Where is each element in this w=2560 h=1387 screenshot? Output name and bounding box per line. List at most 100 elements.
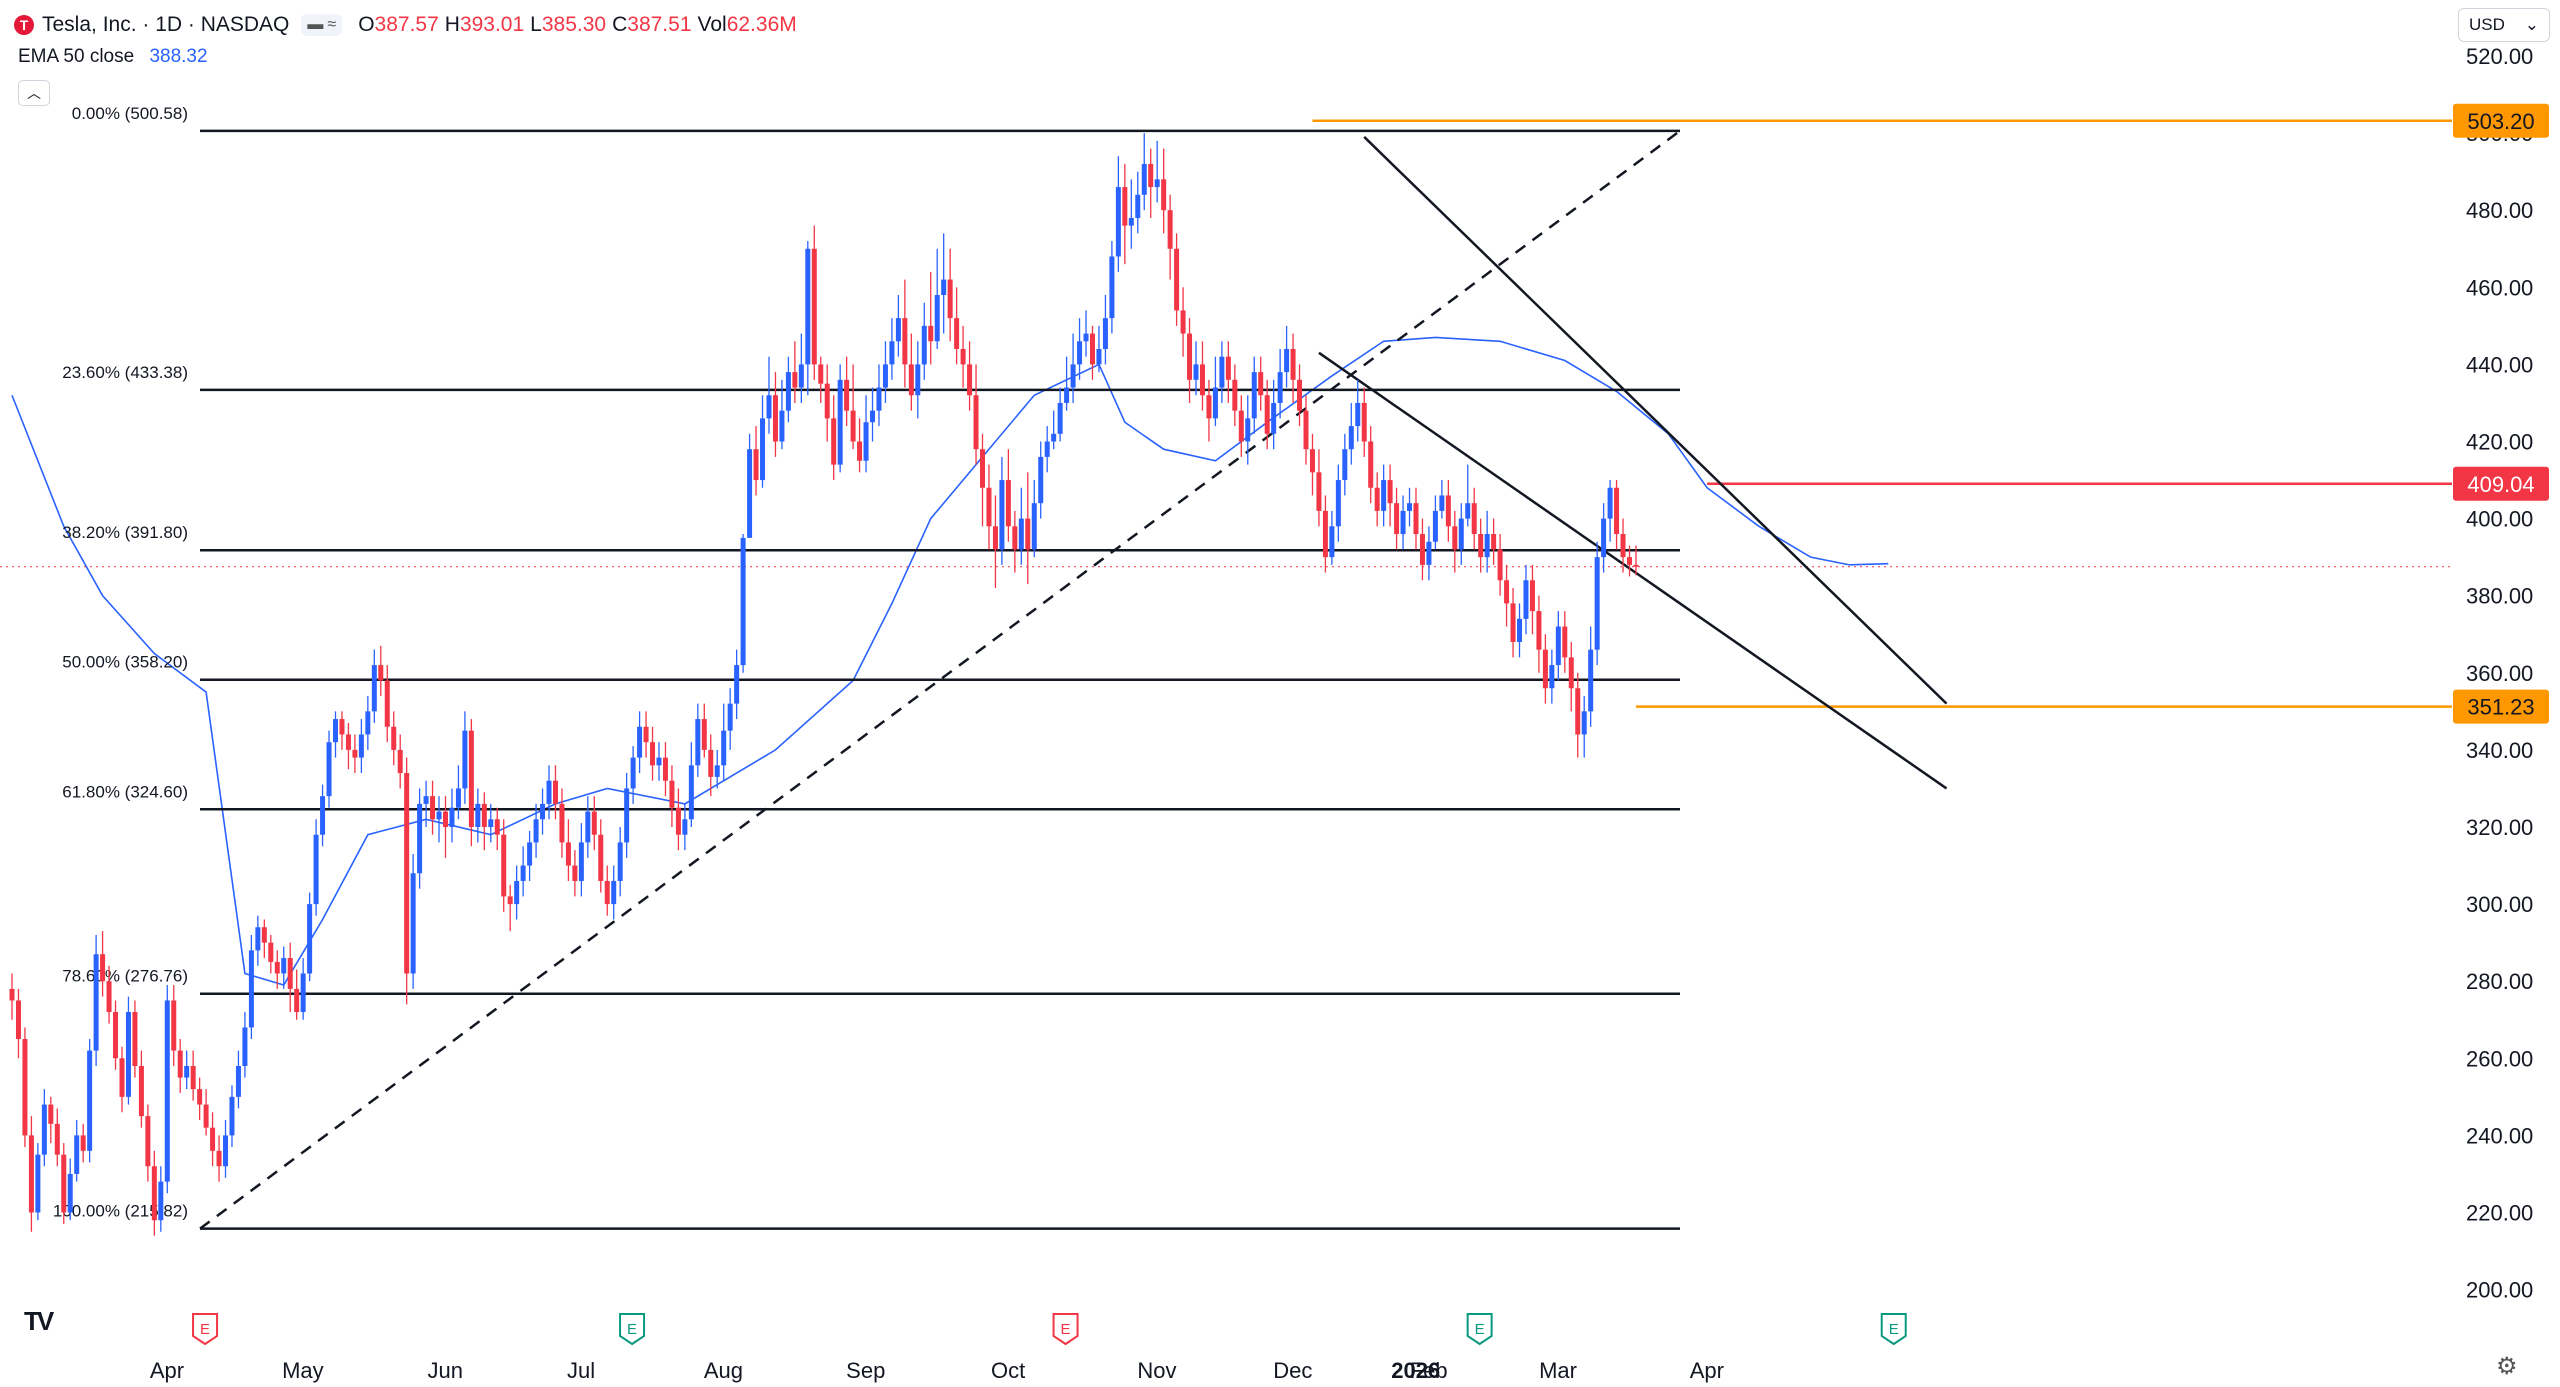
candle	[125, 996, 131, 1105]
candle-body	[1206, 395, 1212, 419]
symbol-title[interactable]: Tesla, Inc. · 1D · NASDAQ	[42, 13, 290, 36]
candle-body	[1167, 210, 1173, 249]
candle-body	[87, 1050, 93, 1151]
candle	[656, 742, 662, 781]
fib-level-label: 0.00% (500.58)	[72, 104, 188, 123]
candle	[1432, 495, 1438, 550]
tradingview-logo-icon[interactable]: TV	[24, 1306, 54, 1336]
ohlc-value: 62.36M	[726, 13, 797, 36]
candle-body	[326, 742, 332, 797]
time-tick-label: Dec	[1273, 1358, 1312, 1383]
price-tick-label: 200.00	[2466, 1278, 2533, 1303]
price-axis[interactable]: 520.00500.00480.00460.00440.00420.00400.…	[2466, 44, 2533, 1303]
candle-body	[1368, 441, 1374, 488]
price-tag-box	[2453, 466, 2549, 501]
candle	[442, 796, 448, 858]
candle-body	[261, 927, 267, 943]
candle	[967, 341, 973, 411]
candle-body	[695, 719, 701, 766]
price-tick-label: 480.00	[2466, 198, 2533, 223]
candle	[1381, 464, 1387, 527]
candle-body	[792, 372, 798, 388]
tesla-logo-icon: T	[14, 15, 34, 35]
candle-body	[113, 1012, 119, 1059]
candle-body	[824, 383, 830, 419]
settings-gear-icon[interactable]: ⚙	[2496, 1353, 2518, 1380]
ema-line	[11, 336, 1889, 986]
candle	[546, 765, 552, 820]
chart-mode-toggle[interactable]: ▬ ≈	[301, 14, 343, 36]
candle-body	[520, 865, 526, 881]
candle-body	[1115, 187, 1121, 257]
candle-body	[747, 449, 753, 538]
candle-body	[1174, 248, 1180, 311]
candle-body	[100, 954, 106, 982]
candle	[1044, 426, 1050, 473]
time-tick-label: Apr	[150, 1358, 184, 1383]
candle	[824, 364, 830, 442]
symbol-header: T Tesla, Inc. · 1D · NASDAQ ▬ ≈ O387.57 H…	[14, 10, 797, 40]
candle	[333, 711, 338, 758]
candle-body	[1614, 487, 1620, 535]
candle-body	[268, 942, 274, 962]
ema-legend[interactable]: EMA 50 close 388.32	[18, 46, 208, 68]
price-tick-label: 380.00	[2466, 584, 2533, 609]
fib-level-label: 100.00% (215.82)	[53, 1202, 188, 1221]
candle-body	[559, 803, 565, 843]
candle-body	[552, 780, 558, 804]
candle-body	[93, 954, 99, 1051]
candle	[1109, 241, 1115, 334]
candle-body	[67, 1173, 73, 1213]
candle	[229, 1085, 235, 1147]
candle-body	[1374, 487, 1380, 511]
candle-body	[61, 1154, 67, 1213]
candle-body	[365, 711, 371, 735]
candle-body	[805, 248, 811, 365]
candle-body	[889, 341, 895, 365]
price-tick-label: 300.00	[2466, 892, 2533, 917]
candle	[559, 788, 565, 858]
candle	[35, 1143, 41, 1221]
candle-body	[1212, 387, 1218, 419]
fibonacci-retracement[interactable]: 0.00% (500.58) 23.60% (433.38) 38.20% (391…	[53, 104, 1681, 1230]
currency-selector[interactable]: USD ⌄	[2458, 8, 2550, 42]
candle	[210, 1112, 216, 1167]
candle-body	[1271, 402, 1277, 434]
candle-body	[1083, 333, 1089, 342]
candle	[371, 649, 377, 723]
earnings-marker-shape	[1052, 1313, 1079, 1346]
ema-path	[11, 336, 1889, 986]
candle-body	[999, 480, 1005, 550]
candle-body	[1542, 649, 1548, 689]
horizontal-price-lines[interactable]	[0, 119, 2452, 708]
candle-body	[572, 865, 578, 881]
candle-body	[41, 1104, 47, 1155]
candle-body	[1297, 379, 1303, 411]
time-tick-label: Apr	[1690, 1358, 1724, 1383]
candle-body	[255, 927, 261, 951]
candle	[15, 988, 21, 1059]
candle-body	[1407, 503, 1413, 511]
candle-body	[190, 1066, 196, 1090]
candle	[1083, 310, 1089, 357]
candle-body	[462, 730, 468, 789]
candle	[837, 364, 843, 473]
candle	[1575, 672, 1581, 758]
candle-body	[1264, 395, 1270, 434]
candle-body	[197, 1089, 203, 1105]
earnings-marker-label: E	[1889, 1321, 1899, 1338]
trend-lines[interactable]	[1318, 136, 1948, 790]
candle-body	[307, 904, 313, 974]
candle-body	[960, 348, 966, 365]
candle-body	[1038, 456, 1044, 504]
candle-body	[320, 796, 326, 835]
candle	[1620, 518, 1626, 573]
candle-body	[811, 248, 817, 365]
candle	[1206, 379, 1212, 442]
candle	[235, 1050, 241, 1109]
candle	[1167, 194, 1173, 280]
collapse-legend-button[interactable]: ︿	[18, 80, 50, 106]
